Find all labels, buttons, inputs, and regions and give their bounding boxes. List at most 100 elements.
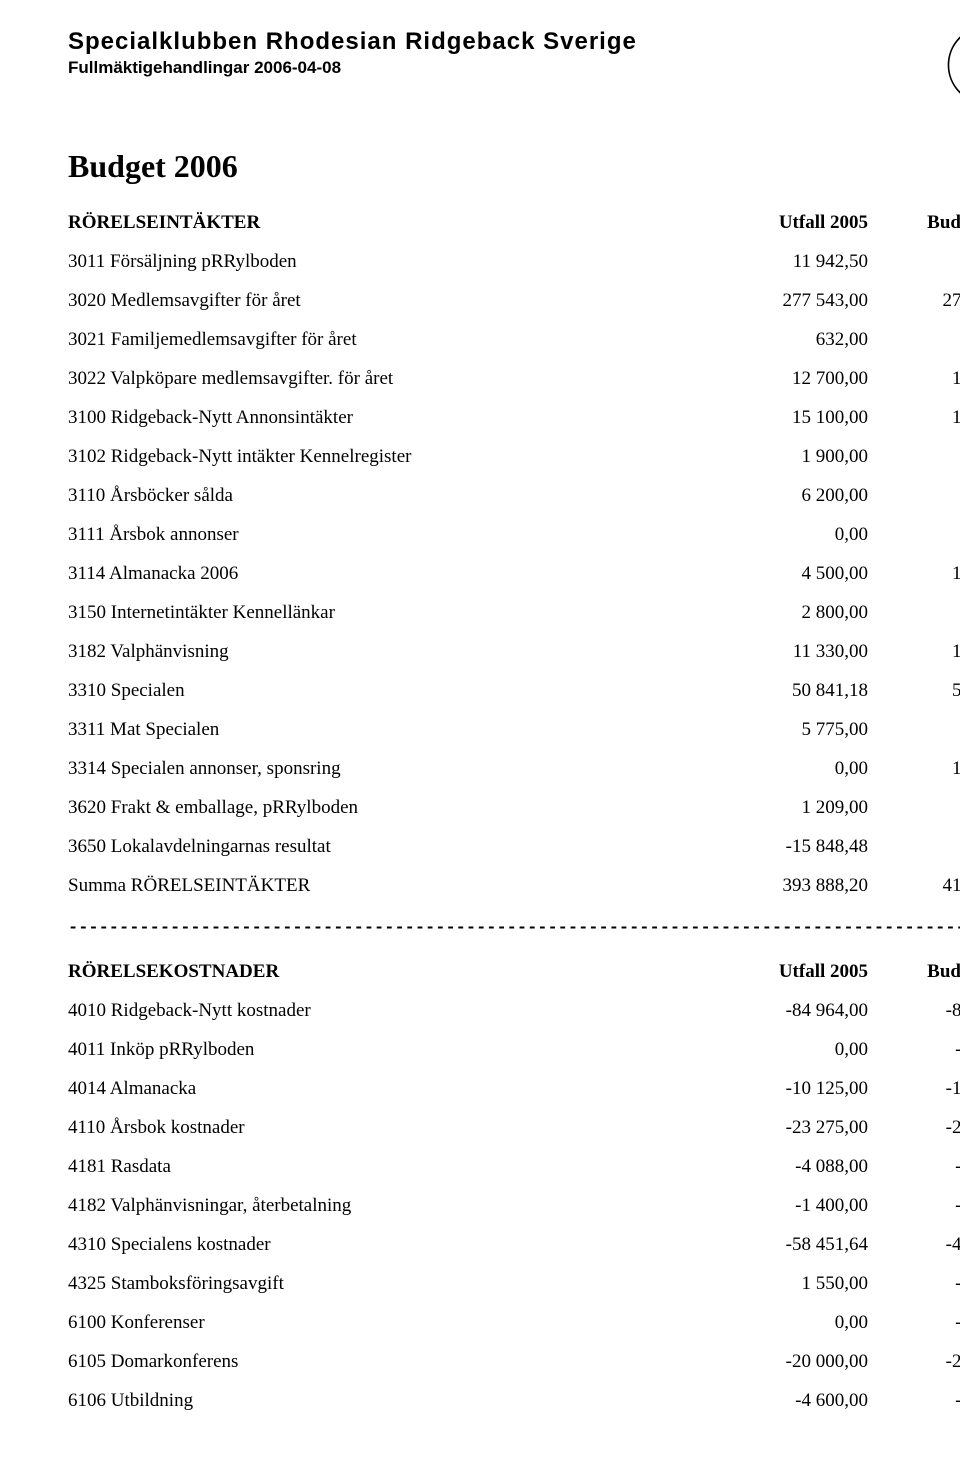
row-utfall: -1 400,00: [708, 1186, 868, 1225]
row-budget: -1 000,00: [868, 1186, 960, 1225]
row-budget: 1 000,00: [868, 788, 960, 827]
row-budget: 15 000,00: [868, 398, 960, 437]
row-label: 3311 Mat Specialen: [68, 710, 708, 749]
doc-subtitle: Fullmäktigehandlingar 2006-04-08: [68, 58, 637, 78]
table-row: 4325 Stamboksföringsavgift1 550,00-3 000…: [68, 1264, 960, 1303]
row-utfall: 1 550,00: [708, 1264, 868, 1303]
table-row: 3021 Familjemedlemsavgifter för året632,…: [68, 320, 960, 359]
row-budget: -4 000,00: [868, 1147, 960, 1186]
row-label: 4010 Ridgeback-Nytt kostnader: [68, 991, 708, 1030]
table-row: 4014 Almanacka-10 125,00-12 000,00: [68, 1069, 960, 1108]
row-label: 3102 Ridgeback-Nytt intäkter Kennelregis…: [68, 437, 708, 476]
row-budget: 0: [868, 827, 960, 866]
row-budget: -40 000,00: [868, 1225, 960, 1264]
col-header-label: RÖRELSEKOSTNADER: [68, 952, 708, 991]
document-title: Budget 2006: [68, 148, 960, 185]
row-label: 3020 Medlemsavgifter för året: [68, 281, 708, 320]
row-label: 6106 Utbildning: [68, 1381, 708, 1420]
row-budget: 6 000,00: [868, 710, 960, 749]
table-row: 3022 Valpköpare medlemsavgifter. för åre…: [68, 359, 960, 398]
col-header-budget: Budget 2006: [868, 203, 960, 242]
row-utfall: 50 841,18: [708, 671, 868, 710]
table-row: 3100 Ridgeback-Nytt Annonsintäkter15 100…: [68, 398, 960, 437]
row-label: 3100 Ridgeback-Nytt Annonsintäkter: [68, 398, 708, 437]
row-label: 3182 Valphänvisning: [68, 632, 708, 671]
row-utfall: 6 200,00: [708, 476, 868, 515]
club-logo-icon: RHODESIAN RIDGEBACK: [946, 24, 960, 106]
row-label: 6100 Konferenser: [68, 1303, 708, 1342]
row-budget: -20 000,00: [868, 1342, 960, 1381]
row-budget: -3 000,00: [868, 1264, 960, 1303]
row-utfall: -58 451,64: [708, 1225, 868, 1264]
row-budget: 1 500,00: [868, 593, 960, 632]
table-row: 4182 Valphänvisningar, återbetalning-1 4…: [68, 1186, 960, 1225]
table-row: 3650 Lokalavdelningarnas resultat-15 848…: [68, 827, 960, 866]
row-label: 4110 Årsbok kostnader: [68, 1108, 708, 1147]
row-budget: 275 000,00: [868, 281, 960, 320]
income-table: RÖRELSEINTÄKTER Utfall 2005 Budget 2006 …: [68, 203, 960, 905]
table-row: 4181 Rasdata-4 088,00-4 000,00: [68, 1147, 960, 1186]
row-utfall: 2 800,00: [708, 593, 868, 632]
table-row: 3114 Almanacka 20064 500,0010 000,00: [68, 554, 960, 593]
row-label: 3620 Frakt & emballage, pRRylboden: [68, 788, 708, 827]
row-utfall: 1 900,00: [708, 437, 868, 476]
row-label: 3111 Årsbok annonser: [68, 515, 708, 554]
row-utfall: -4 600,00: [708, 1381, 868, 1420]
row-budget: 10 000,00: [868, 554, 960, 593]
row-budget: 5 000,00: [868, 242, 960, 281]
row-label: 3314 Specialen annonser, sponsring: [68, 749, 708, 788]
row-label: 3022 Valpköpare medlemsavgifter. för åre…: [68, 359, 708, 398]
row-label: 3021 Familjemedlemsavgifter för året: [68, 320, 708, 359]
row-label: Summa RÖRELSEINTÄKTER: [68, 866, 708, 905]
row-utfall: 393 888,20: [708, 866, 868, 905]
col-header-budget: Budget 2006: [868, 952, 960, 991]
table-header-row: RÖRELSEINTÄKTER Utfall 2005 Budget 2006: [68, 203, 960, 242]
row-utfall: 11 942,50: [708, 242, 868, 281]
row-budget: 2 000,00: [868, 320, 960, 359]
row-utfall: 1 209,00: [708, 788, 868, 827]
row-budget: -2 000,00: [868, 1303, 960, 1342]
row-label: 6105 Domarkonferens: [68, 1342, 708, 1381]
row-utfall: -23 275,00: [708, 1108, 868, 1147]
table-row: 3314 Specialen annonser, sponsring0,0015…: [68, 749, 960, 788]
table-row: 3110 Årsböcker sålda6 200,006 000,00: [68, 476, 960, 515]
row-utfall: 0,00: [708, 1030, 868, 1069]
row-budget: 13 000,00: [868, 359, 960, 398]
row-utfall: -20 000,00: [708, 1342, 868, 1381]
row-label: 3110 Årsböcker sålda: [68, 476, 708, 515]
table-header-row: RÖRELSEKOSTNADER Utfall 2005 Budget 2006: [68, 952, 960, 991]
row-label: 4182 Valphänvisningar, återbetalning: [68, 1186, 708, 1225]
row-utfall: 5 775,00: [708, 710, 868, 749]
row-budget: 6 000,00: [868, 476, 960, 515]
row-utfall: 0,00: [708, 515, 868, 554]
row-utfall: -4 088,00: [708, 1147, 868, 1186]
page-header: Specialklubben Rhodesian Ridgeback Sveri…: [68, 28, 960, 106]
row-utfall: -10 125,00: [708, 1069, 868, 1108]
row-label: 3114 Almanacka 2006: [68, 554, 708, 593]
table-row: 3020 Medlemsavgifter för året277 543,002…: [68, 281, 960, 320]
row-utfall: -84 964,00: [708, 991, 868, 1030]
row-utfall: -15 848,48: [708, 827, 868, 866]
row-label: 3150 Internetintäkter Kennellänkar: [68, 593, 708, 632]
row-budget: -5 000,00: [868, 1381, 960, 1420]
row-budget: 15 000,00: [868, 749, 960, 788]
row-budget: 416 000,00: [868, 866, 960, 905]
row-label: 4014 Almanacka: [68, 1069, 708, 1108]
row-utfall: 277 543,00: [708, 281, 868, 320]
row-label: 3310 Specialen: [68, 671, 708, 710]
table-row: 6105 Domarkonferens-20 000,00-20 000,00: [68, 1342, 960, 1381]
row-utfall: 12 700,00: [708, 359, 868, 398]
table-row: Summa RÖRELSEINTÄKTER393 888,20416 000,0…: [68, 866, 960, 905]
table-row: 4011 Inköp pRRylboden0,00-1 000,00: [68, 1030, 960, 1069]
row-utfall: 11 330,00: [708, 632, 868, 671]
row-budget: 5 000,00: [868, 515, 960, 554]
table-row: 3620 Frakt & emballage, pRRylboden1 209,…: [68, 788, 960, 827]
table-row: 4310 Specialens kostnader-58 451,64-40 0…: [68, 1225, 960, 1264]
table-row: 3102 Ridgeback-Nytt intäkter Kennelregis…: [68, 437, 960, 476]
row-label: 3011 Försäljning pRRylboden: [68, 242, 708, 281]
row-budget: 50 000,00: [868, 671, 960, 710]
table-row: 3311 Mat Specialen5 775,006 000,00: [68, 710, 960, 749]
row-utfall: 0,00: [708, 749, 868, 788]
table-row: 3182 Valphänvisning11 330,0010 000,00: [68, 632, 960, 671]
row-label: 3650 Lokalavdelningarnas resultat: [68, 827, 708, 866]
